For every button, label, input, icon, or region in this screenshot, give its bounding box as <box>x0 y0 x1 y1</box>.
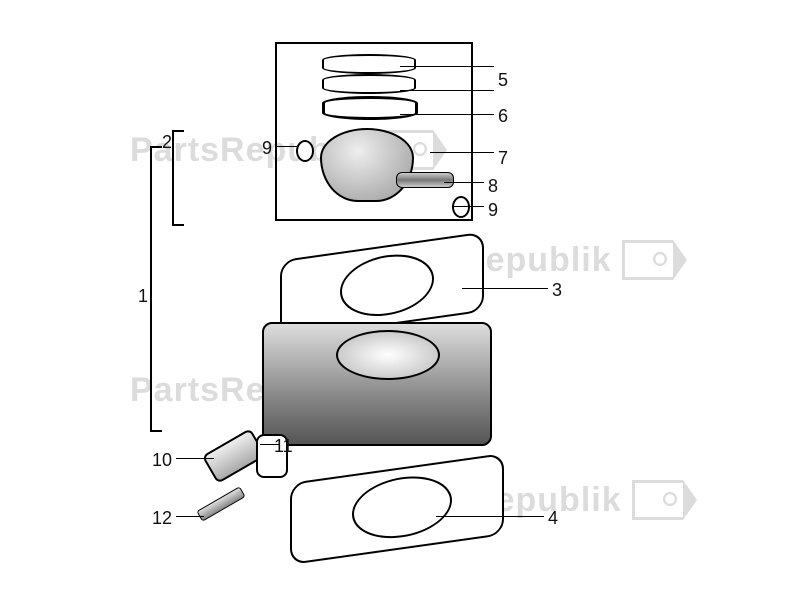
group-bracket-2 <box>172 130 174 226</box>
leader-line <box>400 90 494 91</box>
leader-line <box>430 152 494 153</box>
callout-10: 10 <box>152 450 172 471</box>
oil-ring <box>322 96 418 120</box>
leader-line <box>444 182 484 183</box>
diagram-canvas: { "watermark": { "text": "PartsRepublik"… <box>0 0 800 600</box>
leader-line <box>400 114 494 115</box>
callout-12: 12 <box>152 508 172 529</box>
callout-11: 11 <box>274 436 293 457</box>
compression-ring-2 <box>322 74 416 94</box>
piston <box>320 128 414 202</box>
wrist-pin <box>396 172 454 188</box>
compression-ring-1 <box>322 54 416 74</box>
callout-1: 1 <box>138 286 148 307</box>
group-bracket-1 <box>150 146 152 432</box>
callout-6: 6 <box>498 106 508 127</box>
callout-7: 7 <box>498 148 508 169</box>
leader-line <box>176 516 204 517</box>
callout-5: 5 <box>498 70 508 91</box>
callout-3: 3 <box>552 280 562 301</box>
circlip-left <box>296 140 314 162</box>
leader-line <box>400 66 494 67</box>
flag-icon <box>622 240 673 280</box>
circlip-right <box>452 196 470 218</box>
cylinder-block <box>262 322 492 446</box>
base-gasket <box>290 453 504 565</box>
callout-2: 2 <box>162 132 172 153</box>
leader-line <box>454 206 484 207</box>
callout-9r: 9 <box>488 200 498 221</box>
leader-line <box>462 288 548 289</box>
leader-line <box>436 516 544 517</box>
callout-8: 8 <box>488 176 498 197</box>
callout-4: 4 <box>548 508 558 529</box>
callout-9l: 9 <box>262 138 272 159</box>
leader-line <box>276 146 298 147</box>
leader-line <box>176 458 214 459</box>
flag-icon <box>632 480 683 520</box>
